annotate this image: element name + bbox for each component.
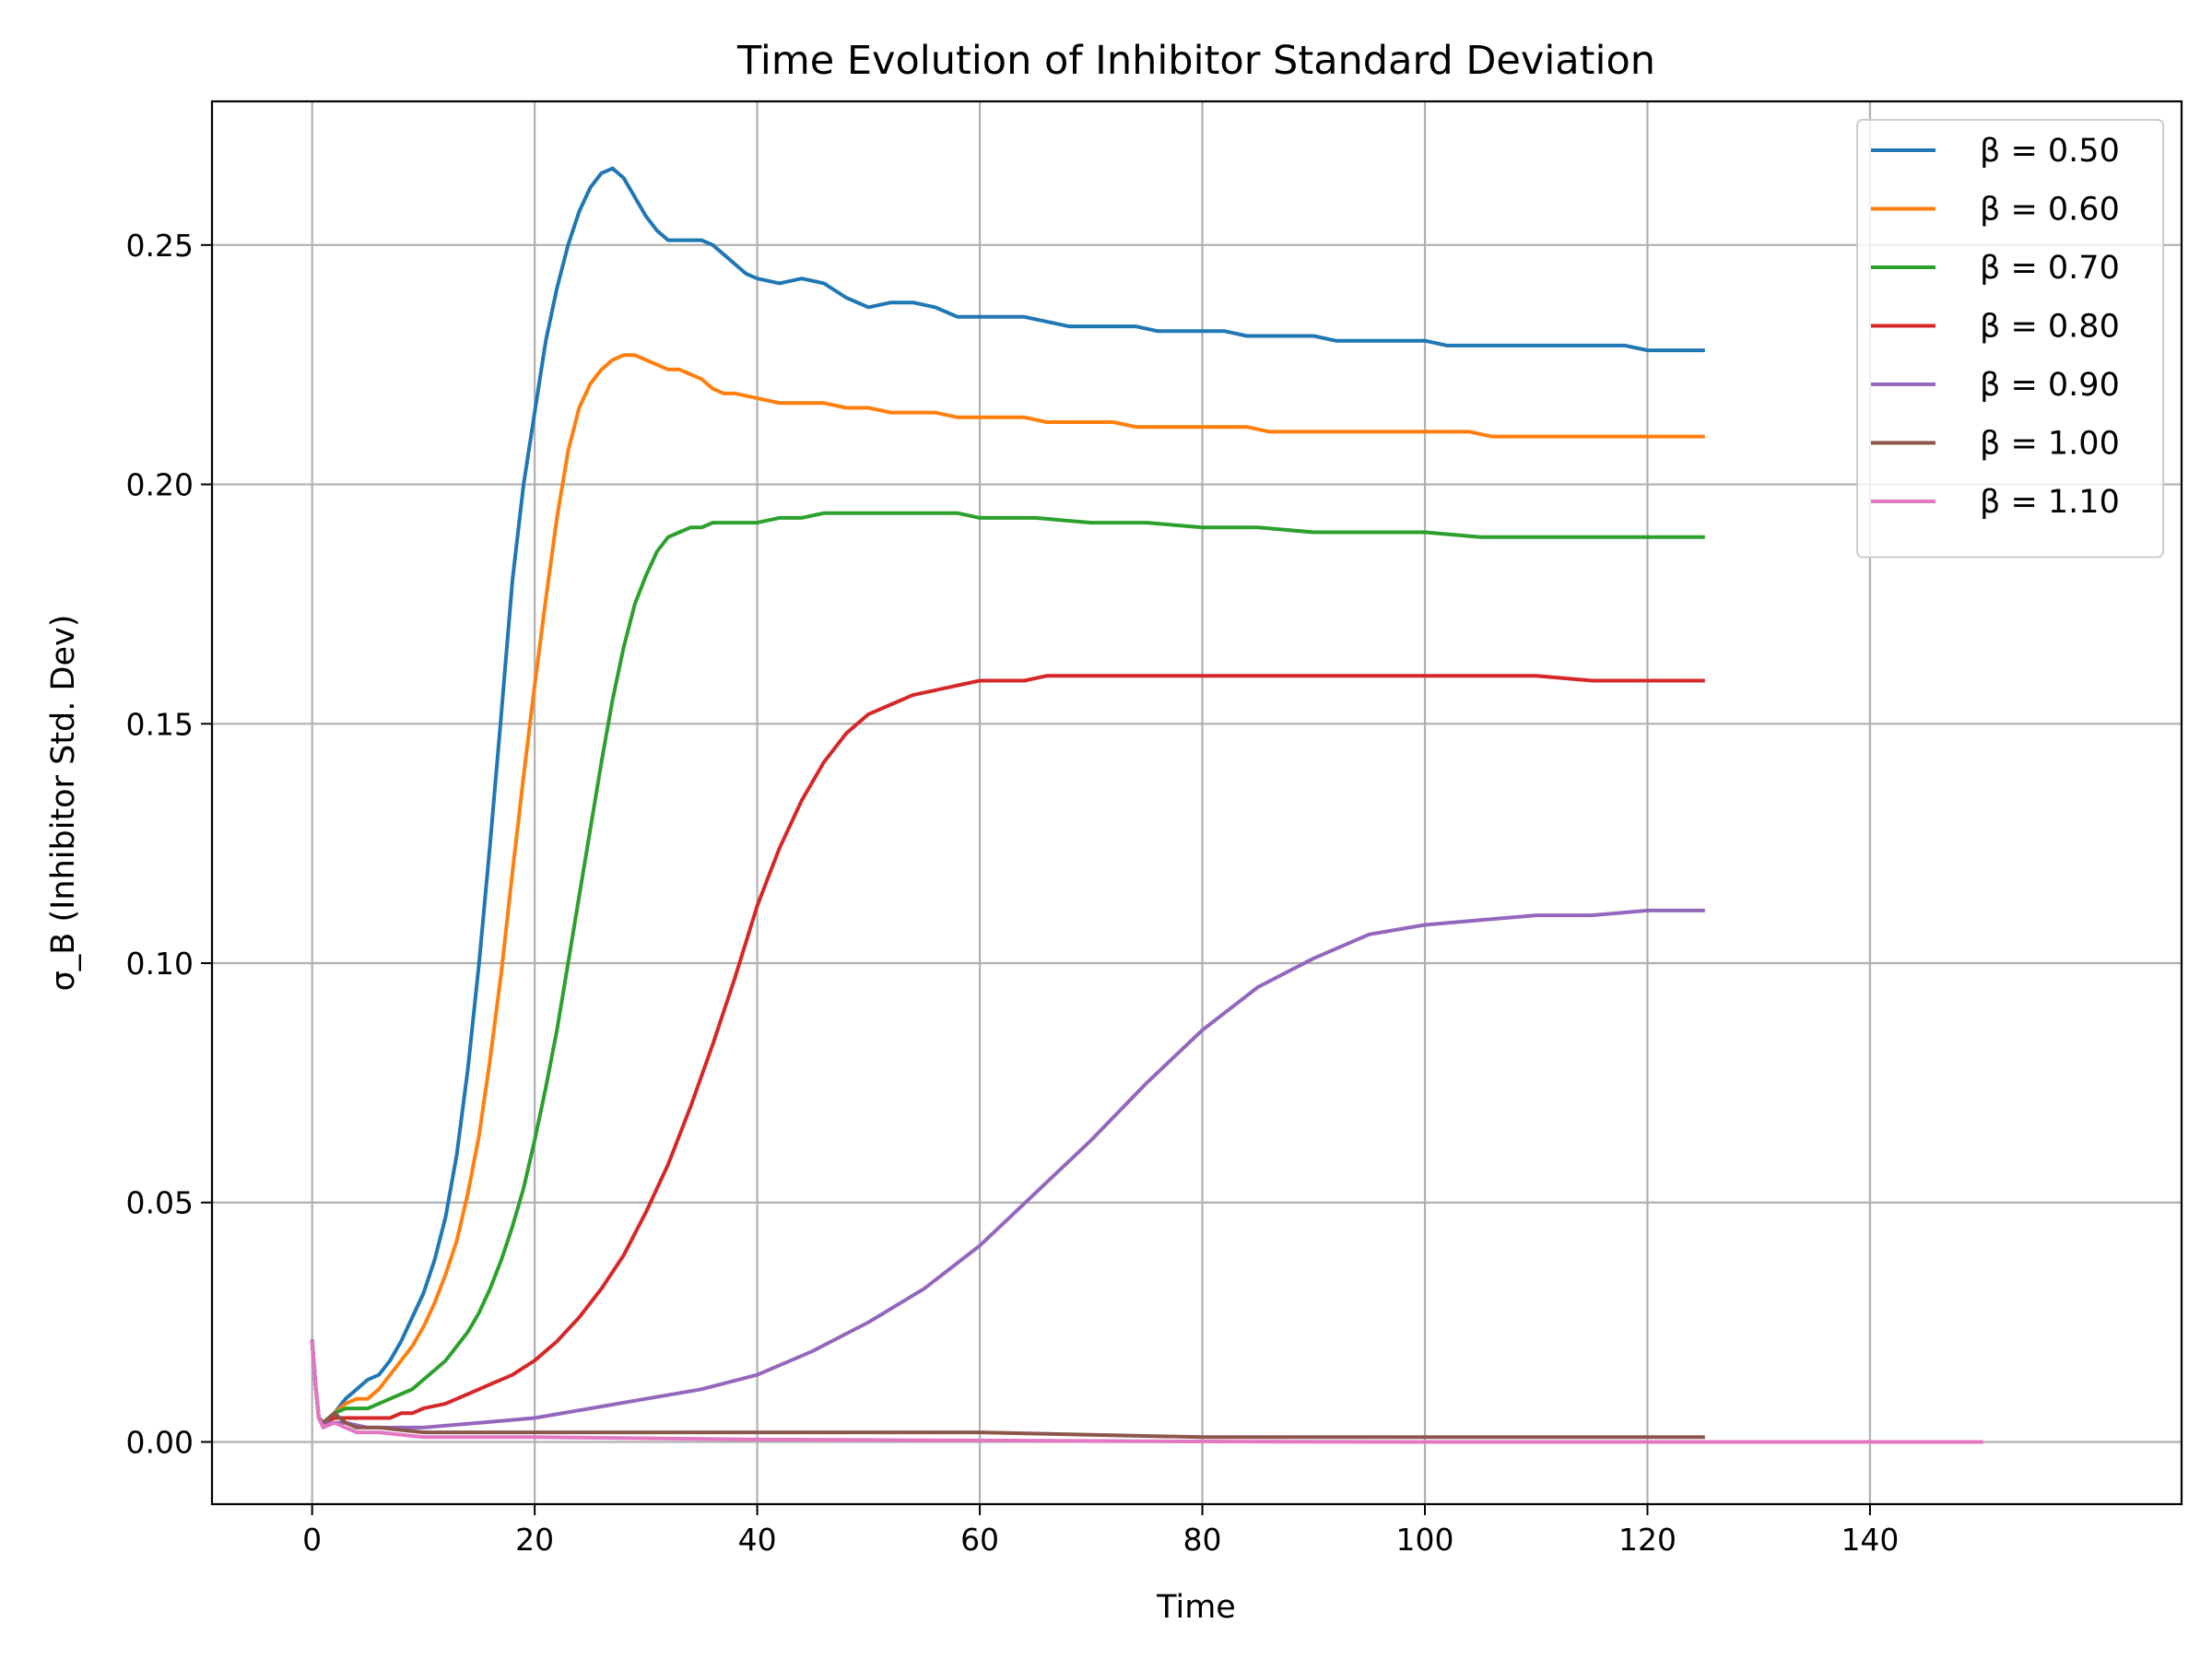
- legend-label: β = 0.60: [1980, 192, 2120, 229]
- x-tick-label: 60: [960, 1522, 999, 1558]
- x-tick-label: 40: [738, 1522, 777, 1558]
- legend-label: β = 1.00: [1980, 426, 2120, 463]
- y-tick-label: 0.15: [126, 706, 194, 742]
- series-line-4: [310, 674, 1705, 1425]
- legend-label: β = 0.70: [1980, 250, 2120, 287]
- y-tick-label: 0.25: [126, 228, 194, 264]
- x-tick-label: 80: [1183, 1522, 1222, 1558]
- x-tick-label: 140: [1841, 1522, 1899, 1558]
- legend-box: [1856, 119, 2164, 559]
- legend-label: β = 0.90: [1980, 367, 2120, 404]
- series-line-3: [310, 511, 1705, 1425]
- x-tick-label: 120: [1618, 1522, 1677, 1558]
- y-axis: 0.00 0.05 0.10 0.15 0.20 0.25: [126, 228, 212, 1460]
- x-axis: 0 20 40 60 80 100 120 140: [302, 1504, 1899, 1558]
- x-tick-label: 100: [1396, 1522, 1454, 1558]
- legend-label: β = 0.50: [1980, 133, 2120, 170]
- series-line-7: [310, 1339, 1983, 1444]
- y-tick-label: 0.05: [126, 1185, 194, 1221]
- y-tick-label: 0.20: [126, 467, 194, 503]
- legend-label: β = 1.10: [1980, 484, 2120, 521]
- plot-frame: [210, 100, 2183, 1506]
- legend: β = 0.50 β = 0.60 β = 0.70 β = 0.80 β = 0.90…: [1856, 119, 2164, 559]
- y-axis-label: σ_B (Inhibitor Std. Dev): [45, 615, 82, 992]
- y-tick-label: 0.00: [126, 1424, 194, 1460]
- chart-title: Time Evolution of Inhibitor Standard Dev…: [736, 38, 1655, 84]
- x-axis-label: Time: [1156, 1589, 1236, 1626]
- series-line-1: [310, 166, 1705, 1425]
- plot-lines: [310, 166, 1983, 1444]
- series-line-2: [310, 353, 1705, 1425]
- legend-label: β = 0.80: [1980, 309, 2120, 346]
- y-tick-label: 0.10: [126, 946, 194, 982]
- x-tick-label: 20: [515, 1522, 554, 1558]
- x-tick-label: 0: [302, 1522, 322, 1558]
